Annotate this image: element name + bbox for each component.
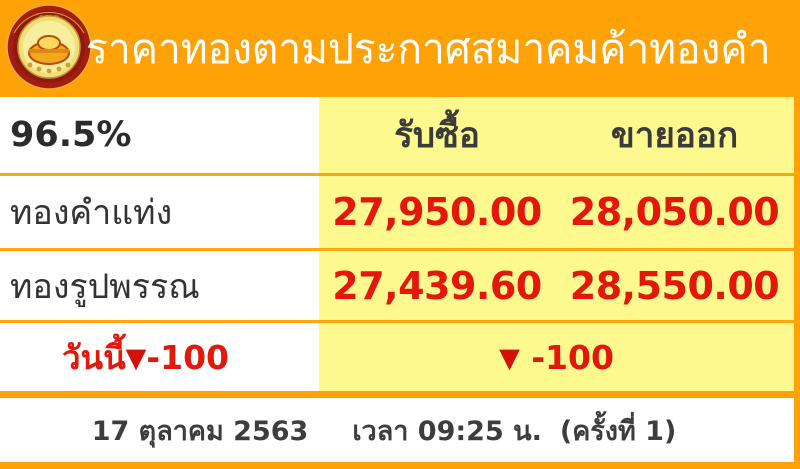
change-price-value: -100 <box>531 337 614 377</box>
price-column-background <box>319 97 794 391</box>
svg-text:GOLD: GOLD <box>39 14 59 22</box>
change-price-group: ▼ -100 <box>319 338 794 377</box>
row-label-gold-ornament: ทองรูปพรรณ <box>10 266 200 307</box>
column-header-sell: ขายออก <box>610 115 739 156</box>
gold-ornament-sell-price: 28,550.00 <box>569 263 780 308</box>
gold-bar-buy-price: 27,950.00 <box>332 190 542 234</box>
gold-bar-sell-price: 28,050.00 <box>569 190 780 234</box>
change-today-group: วันนี้▼-100 <box>0 331 319 384</box>
footer-content: 17 ตุลาคม 2563 เวลา 09:25 น. (ครั้งที่ 1… <box>92 409 677 452</box>
footer-time: เวลา 09:25 น. <box>352 415 542 447</box>
table-change-row: วันนี้▼-100 ▼ -100 <box>0 320 800 391</box>
table-row: ทองคำแท่ง 27,950.00 28,050.00 <box>0 173 800 248</box>
footer-date: 17 ตุลาคม 2563 <box>91 415 309 447</box>
triangle-down-icon: ▼ <box>499 342 520 374</box>
gold-ornament-buy-price: 27,439.60 <box>332 263 542 308</box>
header-banner: GOLD ราคาทองตามประกาศสมาคมค้าทองคำ <box>0 0 800 97</box>
footer-round: (ครั้งที่ 1) <box>559 415 677 447</box>
row-label-gold-bar: ทองคำแท่ง <box>10 193 173 233</box>
table-header-row: 96.5% รับซื้อ ขายออก <box>0 97 800 173</box>
purity-label: 96.5% <box>10 115 132 155</box>
price-table: 96.5% รับซื้อ ขายออก ทองคำแท่ง 27,950.00… <box>0 97 800 391</box>
association-logo-icon: GOLD <box>6 3 92 91</box>
table-row: ทองรูปพรรณ 27,439.60 28,550.00 <box>0 248 800 320</box>
footer-bar: 17 ตุลาคม 2563 เวลา 09:25 น. (ครั้งที่ 1… <box>0 391 800 469</box>
label-column-background <box>0 97 319 391</box>
change-today-label: วันนี้ <box>61 337 126 377</box>
change-today-value: -100 <box>146 337 229 377</box>
page-title: ราคาทองตามประกาศสมาคมค้าทองคำ <box>86 25 771 73</box>
column-header-buy: รับซื้อ <box>394 115 480 156</box>
triangle-down-icon: ▼ <box>125 342 147 374</box>
